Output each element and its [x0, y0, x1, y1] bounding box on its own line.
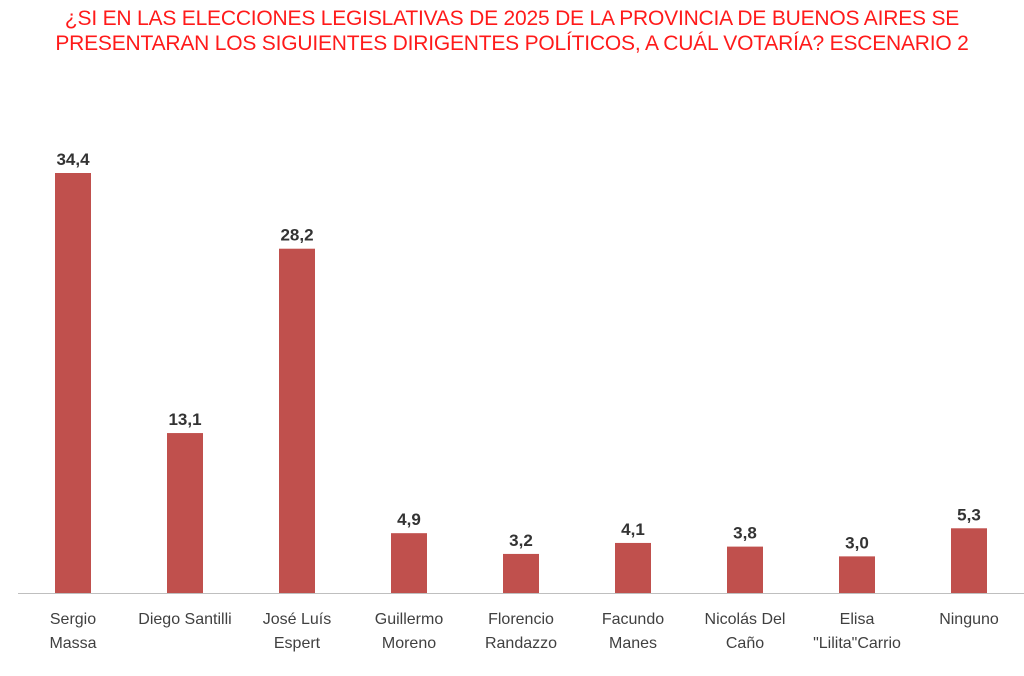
- category-label-6-line-0: Nicolás Del: [705, 611, 786, 628]
- category-label-7: Elisa "Lilita"Carrio: [813, 611, 901, 652]
- category-label-6: Nicolás Del Caño: [705, 611, 786, 652]
- category-label-2-line-1: Espert: [274, 635, 321, 652]
- category-label-6-line-1: Caño: [726, 635, 764, 652]
- category-label-2-line-0: José Luís: [263, 611, 331, 628]
- value-labels-group: 34,4 13,1 28,2 4,9 3,2 4,1 3,8 3,0 5,3: [56, 150, 980, 552]
- category-label-8-line-0: Ninguno: [939, 611, 999, 628]
- category-label-5: Facundo Manes: [602, 611, 664, 652]
- chart-title-line-2: PRESENTARAN LOS SIGUIENTES DIRIGENTES PO…: [55, 32, 969, 55]
- value-label-7: 3,0: [845, 533, 869, 552]
- category-labels-group: Sergio Massa Diego Santilli José Luís Espert…: [49, 611, 998, 652]
- bar-5: [615, 542, 651, 593]
- category-label-5-line-0: Facundo: [602, 611, 664, 628]
- value-label-6: 3,8: [733, 524, 757, 543]
- value-label-1: 13,1: [168, 410, 201, 429]
- category-label-0-line-0: Sergio: [50, 611, 96, 628]
- category-label-0-line-1: Massa: [49, 635, 96, 652]
- category-label-3: Guillermo Moreno: [375, 611, 444, 652]
- category-label-0: Sergio Massa: [49, 611, 96, 652]
- category-label-2: José Luís Espert: [263, 611, 331, 652]
- chart-title-line-1: ¿SI EN LAS ELECCIONES LEGISLATIVAS DE 20…: [64, 7, 960, 30]
- category-label-3-line-1: Moreno: [382, 635, 436, 652]
- category-label-7-line-0: Elisa: [840, 611, 875, 628]
- bar-0: [55, 173, 91, 593]
- category-label-5-line-1: Manes: [609, 635, 657, 652]
- value-label-2: 28,2: [280, 226, 313, 245]
- bar-6: [727, 546, 763, 593]
- category-label-4: Florencio Randazzo: [485, 611, 557, 652]
- category-label-4-line-0: Florencio: [488, 611, 554, 628]
- bar-2: [279, 248, 315, 593]
- category-label-8: Ninguno: [939, 611, 999, 628]
- bar-7: [839, 556, 875, 593]
- category-label-3-line-0: Guillermo: [375, 611, 444, 628]
- value-label-8: 5,3: [957, 505, 981, 524]
- value-label-4: 3,2: [509, 531, 533, 550]
- bar-3: [391, 533, 427, 593]
- bar-1: [167, 433, 203, 593]
- bar-4: [503, 553, 539, 593]
- value-label-0: 34,4: [56, 150, 90, 169]
- value-label-5: 4,1: [621, 520, 645, 539]
- category-label-4-line-1: Randazzo: [485, 635, 557, 652]
- bar-8: [951, 528, 987, 593]
- bars-group: [55, 173, 987, 593]
- category-label-1: Diego Santilli: [138, 611, 231, 628]
- value-label-3: 4,9: [397, 510, 421, 529]
- category-label-1-line-0: Diego Santilli: [138, 611, 231, 628]
- category-label-7-line-1: "Lilita"Carrio: [813, 635, 901, 652]
- chart-title: ¿SI EN LAS ELECCIONES LEGISLATIVAS DE 20…: [0, 6, 1024, 56]
